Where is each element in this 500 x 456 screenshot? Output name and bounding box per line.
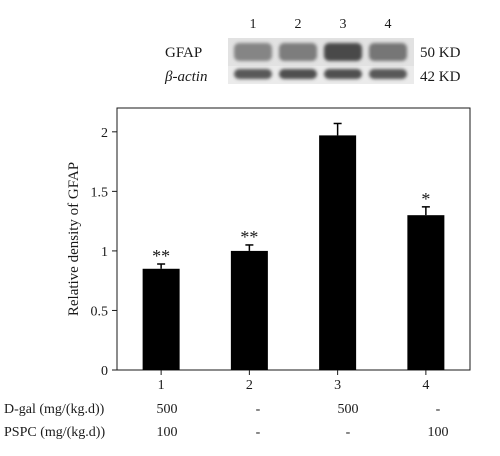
x-tick-label: 4 <box>422 378 429 393</box>
gfap-row-label: GFAP <box>165 45 202 61</box>
bar-4 <box>407 215 445 370</box>
actin-band-2 <box>279 69 317 79</box>
western-blot-panel: 1 2 3 4 GFAP 50 KD β-actin 42 KD <box>164 17 461 85</box>
y-tick-label: 0 <box>101 364 108 379</box>
actin-row-label: β-actin <box>164 69 207 85</box>
actin-band-1 <box>234 69 272 79</box>
bar-1 <box>142 268 180 370</box>
dgal-value-3: 500 <box>338 402 359 417</box>
bars: ***** <box>142 122 445 370</box>
gfap-band-2 <box>279 43 317 61</box>
pspc-value-3: - <box>346 425 351 440</box>
gfap-size-label: 50 KD <box>420 45 461 61</box>
actin-band-3 <box>324 69 362 79</box>
gfap-band-4 <box>369 43 407 61</box>
treatment-table: D-gal (mg/(kg.d)) 500 - 500 - PSPC (mg/(… <box>4 402 449 440</box>
dgal-row-label: D-gal (mg/(kg.d)) <box>4 402 105 417</box>
lane-number-4: 4 <box>385 17 392 32</box>
x-axis: 1 2 3 4 <box>158 370 429 393</box>
gfap-bands <box>234 43 407 61</box>
y-tick-label: 1.5 <box>91 185 109 200</box>
y-axis: 0 0.5 1 1.5 2 <box>91 126 117 379</box>
x-tick-label: 1 <box>158 378 165 393</box>
lane-number-1: 1 <box>250 17 257 32</box>
bar-3 <box>319 135 357 370</box>
y-tick-label: 2 <box>101 126 108 141</box>
actin-band-4 <box>369 69 407 79</box>
pspc-row-label: PSPC (mg/(kg.d)) <box>4 425 105 440</box>
actin-bands <box>234 69 407 79</box>
pspc-value-1: 100 <box>157 425 178 440</box>
actin-size-label: 42 KD <box>420 69 461 85</box>
x-tick-label: 3 <box>334 378 341 393</box>
lane-number-2: 2 <box>295 17 302 32</box>
y-axis-label: Relative density of GFAP <box>66 162 82 316</box>
dgal-value-1: 500 <box>157 402 178 417</box>
significance-marker-4: * <box>421 189 430 209</box>
bar-2 <box>230 250 268 370</box>
actin-blot-background <box>228 66 414 84</box>
significance-marker-2: ** <box>240 227 258 247</box>
plot-frame <box>116 107 471 371</box>
y-tick-label: 0.5 <box>91 304 109 319</box>
lane-number-3: 3 <box>340 17 347 32</box>
dgal-value-4: - <box>436 402 441 417</box>
gfap-band-3 <box>324 43 362 61</box>
x-tick-label: 2 <box>246 378 253 393</box>
gfap-band-1 <box>234 43 272 61</box>
significance-marker-1: ** <box>152 246 170 266</box>
pspc-value-2: - <box>256 425 261 440</box>
pspc-value-4: 100 <box>428 425 449 440</box>
y-tick-label: 1 <box>101 245 108 260</box>
dgal-value-2: - <box>256 402 261 417</box>
